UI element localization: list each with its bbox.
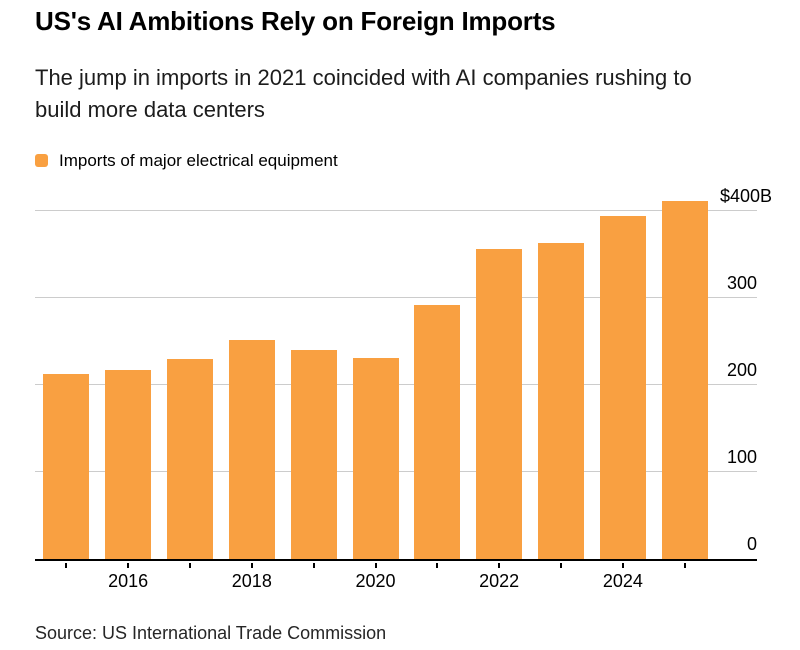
legend-swatch-icon bbox=[35, 154, 48, 167]
chart-subtitle: The jump in imports in 2021 coincided wi… bbox=[35, 65, 692, 122]
x-axis: 2016 2018 2020 2022 2024 bbox=[35, 563, 757, 603]
bar-2019 bbox=[290, 349, 337, 559]
x-tick bbox=[621, 563, 624, 568]
x-tick bbox=[188, 563, 191, 568]
bar-2017 bbox=[166, 359, 213, 559]
y-axis-label: $400B bbox=[719, 186, 772, 207]
bar-2015 bbox=[43, 373, 90, 559]
legend: Imports of major electrical equipment bbox=[35, 152, 338, 170]
y-axis-label: 200 bbox=[726, 360, 757, 381]
y-axis-label: 100 bbox=[726, 447, 757, 468]
x-tick bbox=[250, 563, 253, 568]
x-tick bbox=[498, 563, 501, 568]
bar-2020 bbox=[352, 358, 399, 559]
x-tick bbox=[127, 563, 130, 568]
bar-2018 bbox=[228, 339, 275, 559]
x-tick bbox=[65, 563, 68, 568]
x-tick bbox=[436, 563, 439, 568]
bar-2021 bbox=[414, 305, 461, 559]
y-axis-label: 0 bbox=[746, 534, 757, 554]
y-gridline bbox=[35, 297, 757, 299]
bar-2023 bbox=[538, 243, 585, 559]
legend-label: Imports of major electrical equipment bbox=[59, 151, 338, 170]
source-note: Source: US International Trade Commissio… bbox=[35, 623, 387, 643]
x-axis-label: 2018 bbox=[231, 571, 272, 591]
x-axis-label: 2016 bbox=[108, 571, 149, 591]
x-tick bbox=[312, 563, 315, 568]
x-axis-label: 2022 bbox=[479, 571, 520, 591]
bar-2024 bbox=[599, 216, 646, 559]
chart-title: US's AI Ambitions Rely on Foreign Import… bbox=[35, 6, 556, 36]
x-tick bbox=[683, 563, 686, 568]
x-tick bbox=[560, 563, 563, 568]
x-tick bbox=[374, 563, 377, 568]
x-axis-label: 2024 bbox=[602, 571, 643, 591]
bar-2025 bbox=[661, 200, 708, 559]
plot-area: 0 100 200 300 $400B bbox=[35, 186, 772, 561]
x-axis-label: 2020 bbox=[355, 571, 396, 591]
bar-2022 bbox=[476, 248, 523, 559]
y-gridline bbox=[35, 210, 757, 212]
bar-2016 bbox=[105, 370, 152, 559]
y-axis-label: 300 bbox=[726, 273, 757, 294]
